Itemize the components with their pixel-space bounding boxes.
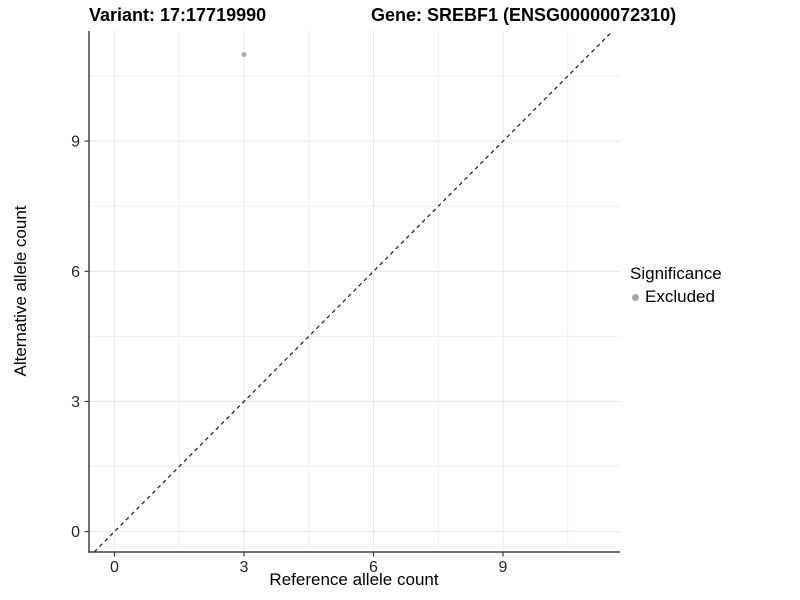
data-point-excluded	[241, 51, 247, 58]
y-axis-title: Alternative allele count	[11, 205, 30, 377]
x-tick-label: 3	[240, 559, 249, 576]
x-tick-label: 6	[369, 559, 378, 576]
legend-title: Significance	[630, 264, 722, 283]
x-axis-title: Reference allele count	[269, 570, 439, 589]
y-tick-label: 3	[71, 394, 80, 411]
y-tick-label: 0	[71, 524, 80, 541]
legend: Significance Excluded	[630, 264, 722, 307]
identity-line	[93, 30, 614, 553]
y-tick-label: 9	[71, 134, 80, 151]
x-tick-label: 0	[110, 559, 119, 576]
legend-entry-label: Excluded	[645, 287, 715, 306]
x-tick-label: 9	[499, 559, 508, 576]
legend-point-icon	[632, 293, 639, 301]
y-tick-label: 6	[71, 264, 80, 281]
legend-entry-excluded: Excluded	[630, 287, 722, 307]
variant-title: Variant: 17:17719990	[89, 5, 267, 25]
gene-title: Gene: SREBF1 (ENSG00000072310)	[371, 5, 677, 25]
